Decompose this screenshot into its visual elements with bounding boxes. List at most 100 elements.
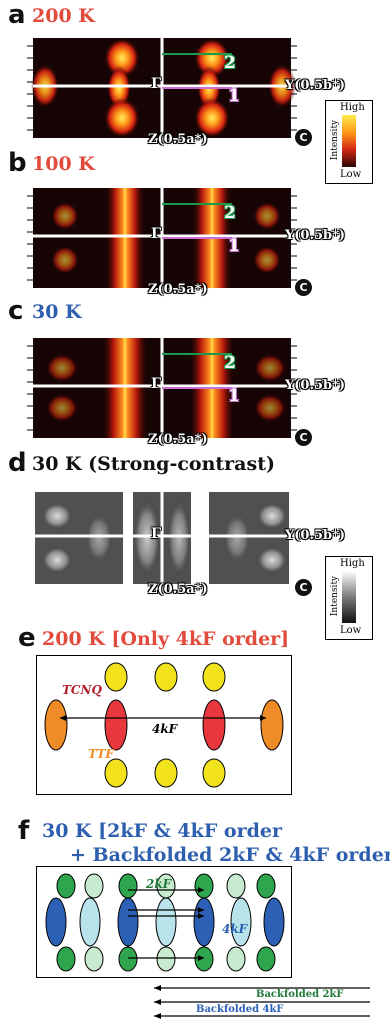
c-icon: C <box>295 429 312 446</box>
green-molecule <box>118 873 138 899</box>
lightcyan-molecule <box>155 897 177 947</box>
colorbar-gradient <box>342 115 356 167</box>
intensity-spot <box>256 546 288 574</box>
intensity-band <box>105 188 145 288</box>
blue-molecule <box>193 897 215 947</box>
colorbar-high-label: High <box>340 102 365 113</box>
panel-c-label: c <box>8 296 24 326</box>
intensity-spot <box>104 98 140 138</box>
intensity-spot <box>253 246 281 274</box>
z-axis-label: Z(0.5a*) <box>148 282 208 297</box>
panel-a-map <box>27 38 297 138</box>
blue-molecule <box>263 897 285 947</box>
arrow-heads <box>154 985 161 1019</box>
cut-2-label: 2 <box>224 203 236 223</box>
gamma-label: Γ <box>151 526 161 542</box>
colorbar-hot: High Low Intensity <box>325 100 373 184</box>
panel-e-title: 200 K [Only 4kF order] <box>42 628 290 650</box>
green-molecule <box>118 946 138 972</box>
tcnq-molecule <box>202 699 226 751</box>
intensity-spot <box>85 512 113 564</box>
gamma-label: Γ <box>151 376 161 392</box>
y-axis-label: Y(0.5b*) <box>285 528 346 543</box>
panel-d-label: d <box>8 448 27 478</box>
backfolded-arrows <box>154 985 370 1019</box>
intensity-spot <box>254 354 286 382</box>
colorbar-low-label: Low <box>340 625 362 636</box>
backfolded-2kf-label: Backfolded 2kF <box>256 989 344 1000</box>
lightcyan-molecule <box>230 897 252 947</box>
cut-1-label: 1 <box>228 236 240 256</box>
green-molecule <box>194 946 214 972</box>
intensity-spot <box>223 512 251 564</box>
intensity-spot <box>41 502 73 530</box>
c-icon: C <box>295 579 312 596</box>
lightgreen-molecule <box>226 946 246 972</box>
panel-b-label: b <box>8 148 27 178</box>
intensity-band <box>102 338 148 438</box>
panel-f-subtitle: + Backfolded 2kF & 4kF order] <box>70 844 390 866</box>
diagram-f <box>36 866 292 978</box>
blue-molecule <box>45 897 67 947</box>
panel-d-map <box>33 488 291 588</box>
ttf-molecule <box>104 758 128 788</box>
end-molecule <box>44 699 68 751</box>
colorbar-gradient <box>342 571 356 623</box>
gamma-label: Γ <box>151 76 161 92</box>
panel-c-map <box>27 338 297 438</box>
intensity-spot <box>46 354 78 382</box>
panel-d-title: 30 K (Strong-contrast) <box>32 453 275 475</box>
intensity-spot <box>104 38 140 78</box>
intensity-spot <box>253 202 281 230</box>
cut-2-label: 2 <box>224 353 236 373</box>
panel-b-title: 100 K <box>32 153 95 175</box>
green-molecule <box>56 946 76 972</box>
ttf-molecule <box>154 758 178 788</box>
c-icon: C <box>295 129 312 146</box>
z-axis-label: Z(0.5a*) <box>148 432 208 447</box>
4kf-label: 4kF <box>152 722 178 736</box>
cut-1-label: 1 <box>228 86 240 106</box>
colorbar-intensity-label: Intensity <box>330 575 341 617</box>
gamma-label: Γ <box>151 226 161 242</box>
colorbar-high-label: High <box>340 558 365 569</box>
2kf-label: 2kF <box>146 877 172 891</box>
cut-1-label: 1 <box>228 386 240 406</box>
blue-molecule <box>117 897 139 947</box>
lightcyan-molecule <box>79 897 101 947</box>
intensity-spot <box>46 394 78 422</box>
panel-f-title: 30 K [2kF & 4kF order <box>42 820 282 842</box>
intensity-spot <box>167 498 191 578</box>
end-molecule <box>260 699 284 751</box>
intensity-spot <box>41 546 73 574</box>
panel-c-title: 30 K <box>32 301 82 323</box>
panel-f-label: f <box>18 816 30 846</box>
lightgreen-molecule <box>156 946 176 972</box>
colorbar-low-label: Low <box>340 169 362 180</box>
tick-marks <box>27 45 297 131</box>
ttf-molecule <box>104 662 128 692</box>
panel-e-label: e <box>18 623 36 653</box>
backfolded-4kf-label: Backfolded 4kF <box>196 1004 284 1015</box>
intensity-spot <box>256 502 288 530</box>
tick-marks <box>27 345 297 431</box>
intensity-spot <box>133 498 161 578</box>
intensity-spot <box>254 394 286 422</box>
z-axis-label: Z(0.5a*) <box>148 132 208 147</box>
ttf-molecule <box>202 758 226 788</box>
ttf-label: TTF <box>88 747 114 761</box>
intensity-spot <box>51 202 79 230</box>
tcnq-molecule <box>104 699 128 751</box>
lightgreen-molecule <box>226 873 246 899</box>
ttf-molecule <box>202 662 226 692</box>
y-axis-label: Y(0.5b*) <box>285 78 346 93</box>
y-axis-label: Y(0.5b*) <box>285 228 346 243</box>
colorbar-intensity-label: Intensity <box>330 119 341 161</box>
panel-a-label: a <box>8 0 26 30</box>
ttf-molecule <box>154 662 178 692</box>
4kf-label: 4kF <box>222 922 248 936</box>
green-molecule <box>194 873 214 899</box>
green-molecule <box>56 873 76 899</box>
panel-a-title: 200 K <box>32 5 95 27</box>
intensity-spot <box>51 246 79 274</box>
